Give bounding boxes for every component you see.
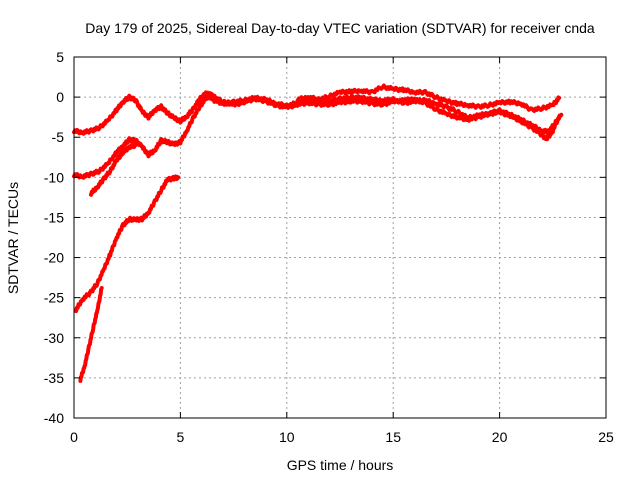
x-tick-label: 10 bbox=[279, 429, 295, 445]
y-tick-label: 0 bbox=[56, 89, 64, 105]
y-tick-label: -5 bbox=[52, 129, 65, 145]
y-tick-label: 5 bbox=[56, 49, 64, 65]
series-line-track-2 bbox=[195, 90, 562, 142]
x-tick-label: 5 bbox=[177, 429, 185, 445]
y-tick-label: -40 bbox=[44, 410, 64, 426]
series-line-track-4 bbox=[89, 142, 138, 197]
series-line-track-6 bbox=[78, 286, 104, 383]
tick-labels: 0 5 10 15 20 25 5 0 -5 -10 -15 -20 -25 -30 -35 -40 bbox=[44, 49, 614, 445]
series-line-track-5 bbox=[74, 174, 181, 314]
y-tick-label: -20 bbox=[44, 250, 64, 266]
axis-ticks bbox=[73, 56, 607, 419]
y-tick-label: -35 bbox=[44, 370, 64, 386]
x-tick-label: 0 bbox=[70, 429, 78, 445]
x-tick-label: 15 bbox=[385, 429, 401, 445]
series-line-track-7 bbox=[295, 83, 562, 113]
x-tick-label: 20 bbox=[492, 429, 508, 445]
x-axis-label: GPS time / hours bbox=[287, 457, 394, 473]
chart-title: Day 179 of 2025, Sidereal Day-to-day VTE… bbox=[85, 20, 595, 36]
y-axis-label: SDTVAR / TECUs bbox=[5, 182, 21, 294]
plot-frame bbox=[73, 56, 607, 419]
y-tick-label: -15 bbox=[44, 209, 64, 225]
y-tick-label: -10 bbox=[44, 169, 64, 185]
series-line-track-3 bbox=[72, 91, 215, 180]
y-tick-label: -30 bbox=[44, 330, 64, 346]
y-tick-label: -25 bbox=[44, 290, 64, 306]
data-series bbox=[72, 83, 564, 383]
x-tick-label: 25 bbox=[598, 429, 614, 445]
